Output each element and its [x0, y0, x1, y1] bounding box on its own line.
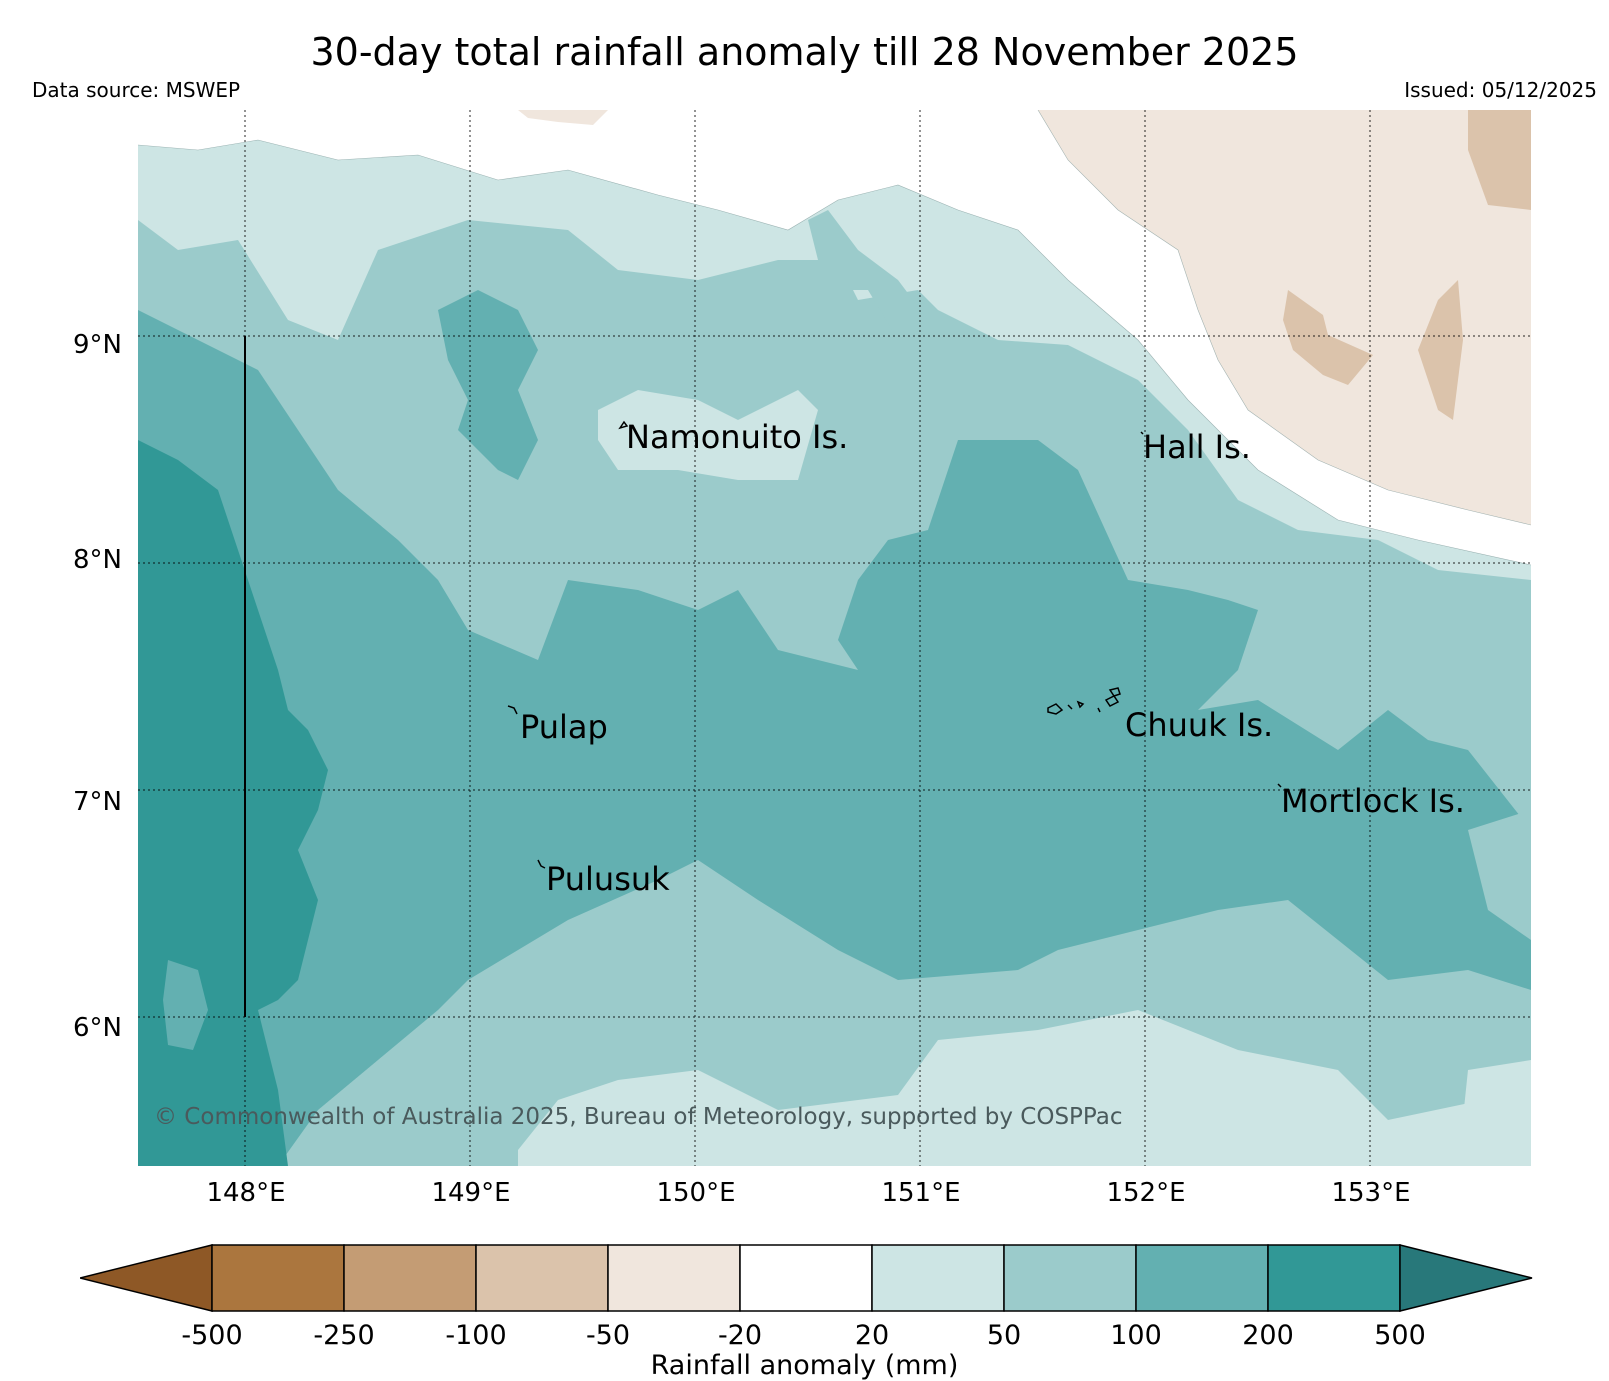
- lat-label-9n: 9°N: [73, 330, 122, 360]
- colorbar-tick-label: -100: [445, 1320, 507, 1351]
- colorbar-tick-label: 200: [1242, 1320, 1294, 1351]
- colorbar-segment-200-500: [1267, 1244, 1401, 1312]
- data-source-label: Data source: MSWEP: [32, 78, 241, 102]
- colorbar-segment-500-250: [211, 1244, 345, 1312]
- colorbar-tick-label: -50: [585, 1320, 631, 1351]
- lon-label-149e: 149°E: [431, 1178, 511, 1208]
- colorbar: [80, 1244, 1533, 1312]
- colorbar-segment-250-100: [343, 1244, 477, 1312]
- colorbar-tick-label: -250: [313, 1320, 375, 1351]
- colorbar-tick-label: -20: [717, 1320, 763, 1351]
- rainfall-anomaly-map: Namonuito Is. Hall Is. Pulap Chuuk Is. M…: [138, 110, 1531, 1166]
- colorbar-segment-lt-500: [80, 1244, 213, 1312]
- colorbar-tick-label: 500: [1374, 1320, 1426, 1351]
- colorbar-segment-50-100: [1003, 1244, 1137, 1312]
- colorbar-segment-100-50: [475, 1244, 609, 1312]
- issued-date-label: Issued: 05/12/2025: [1404, 78, 1597, 102]
- lon-label-153e: 153°E: [1331, 1178, 1411, 1208]
- colorbar-segment-20-50: [871, 1244, 1005, 1312]
- colorbar-tick-label: 20: [854, 1320, 890, 1351]
- place-label-namonuito: Namonuito Is.: [626, 418, 849, 456]
- place-label-hall: Hall Is.: [1143, 428, 1251, 466]
- lon-label-151e: 151°E: [881, 1178, 961, 1208]
- colorbar-segment-100-200: [1135, 1244, 1269, 1312]
- colorbar-segment-gt-500: [1399, 1244, 1533, 1312]
- colorbar-tick-label: 100: [1110, 1320, 1162, 1351]
- lat-label-8n: 8°N: [73, 545, 122, 575]
- colorbar-tick-label: 50: [986, 1320, 1022, 1351]
- colorbar-tick-label: -500: [181, 1320, 243, 1351]
- place-label-chuuk: Chuuk Is.: [1125, 706, 1274, 744]
- lon-label-148e: 148°E: [206, 1178, 286, 1208]
- colorbar-segment-50-20: [607, 1244, 741, 1312]
- lat-label-6n: 6°N: [73, 1013, 122, 1043]
- place-label-pulap: Pulap: [520, 708, 608, 746]
- map-title: 30-day total rainfall anomaly till 28 No…: [310, 30, 1299, 74]
- lon-label-152e: 152°E: [1106, 1178, 1186, 1208]
- anomaly-contour-fill: [138, 110, 1531, 1166]
- place-label-mortlock: Mortlock Is.: [1281, 782, 1465, 820]
- lat-label-7n: 7°N: [73, 787, 122, 817]
- place-label-pulusuk: Pulusuk: [546, 860, 670, 898]
- copyright-notice: © Commonwealth of Australia 2025, Bureau…: [154, 1104, 1123, 1130]
- colorbar-segment-20-20: [739, 1244, 873, 1312]
- lon-label-150e: 150°E: [656, 1178, 736, 1208]
- colorbar-title: Rainfall anomaly (mm): [650, 1350, 959, 1381]
